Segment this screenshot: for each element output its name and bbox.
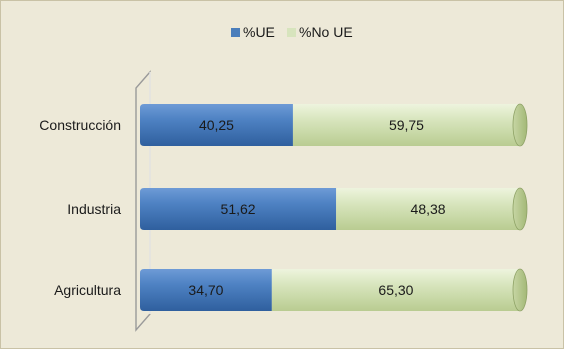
bar-end-cap xyxy=(512,187,528,231)
bar-segment xyxy=(140,269,272,311)
value-labels: 40,25 59,75 51,62 48,38 34,70 65,30 xyxy=(188,117,445,298)
data-label: 59,75 xyxy=(389,117,424,133)
bar-segment xyxy=(336,187,528,231)
data-label: 65,30 xyxy=(378,282,413,298)
legend-label: %No UE xyxy=(299,24,353,40)
legend-swatch xyxy=(231,28,240,37)
bar-end-cap xyxy=(512,103,528,147)
bar-segment xyxy=(140,104,293,146)
category-label: Construcción xyxy=(39,117,121,133)
legend-label: %UE xyxy=(243,24,275,40)
bar-segment xyxy=(292,103,528,147)
category-labels: Construcción Industria Agricultura xyxy=(39,117,121,298)
bar-segment xyxy=(140,188,337,230)
data-label: 34,70 xyxy=(188,282,223,298)
data-label: 40,25 xyxy=(199,117,234,133)
legend: %UE %No UE xyxy=(231,24,353,40)
data-label: 48,38 xyxy=(411,201,446,217)
category-label: Industria xyxy=(67,201,121,217)
bar-end-cap xyxy=(512,268,528,312)
data-label: 51,62 xyxy=(221,201,256,217)
legend-swatch xyxy=(287,28,296,37)
bar-segment xyxy=(271,268,528,312)
bars-group xyxy=(140,103,528,312)
category-label: Agricultura xyxy=(54,282,121,298)
